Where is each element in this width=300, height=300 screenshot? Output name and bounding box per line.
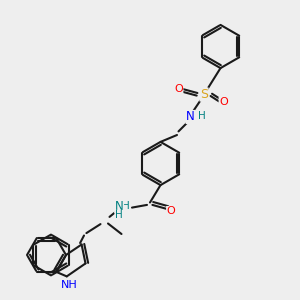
Text: N: N	[186, 110, 195, 124]
Text: N: N	[115, 200, 124, 213]
Text: S: S	[200, 88, 208, 101]
Text: H: H	[115, 210, 123, 220]
Text: O: O	[174, 83, 183, 94]
Text: NH: NH	[61, 280, 78, 290]
Text: O: O	[167, 206, 176, 217]
Text: O: O	[219, 97, 228, 107]
Text: H: H	[198, 110, 206, 121]
Text: H: H	[122, 201, 130, 212]
